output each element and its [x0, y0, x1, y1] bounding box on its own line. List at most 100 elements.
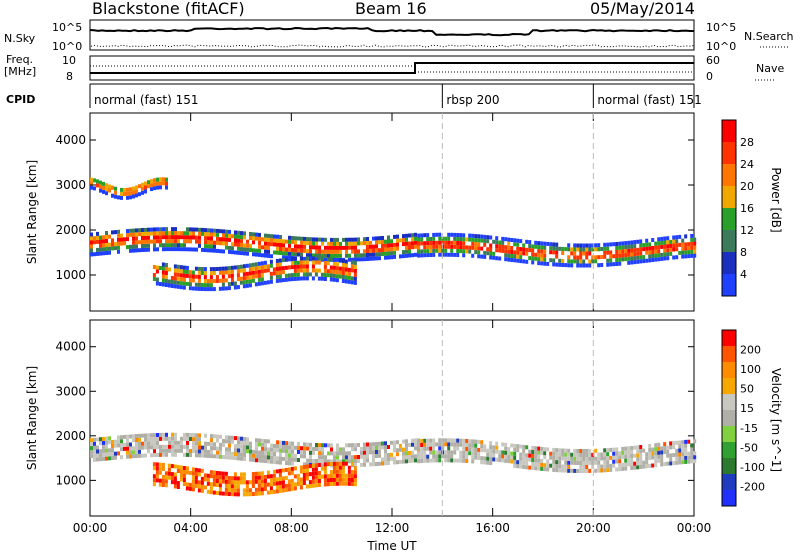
- heatmap-cell: [360, 450, 363, 455]
- heatmap-cell: [249, 236, 252, 240]
- freq-label-1: Freq.: [6, 53, 33, 66]
- heatmap-cell: [318, 245, 321, 250]
- heatmap-cell: [282, 255, 285, 260]
- heatmap-cell: [387, 461, 390, 465]
- heatmap-cell: [207, 232, 210, 237]
- heatmap-cell: [213, 232, 216, 237]
- heatmap-cell: [219, 249, 222, 254]
- heatmap-cell: [204, 228, 207, 233]
- heatmap-cell: [350, 478, 354, 482]
- heatmap-cell: [396, 440, 399, 445]
- heatmap-cell: [120, 191, 123, 196]
- heatmap-cell: [257, 269, 261, 274]
- heatmap-cell: [648, 455, 652, 460]
- heatmap-cell: [417, 237, 421, 242]
- heatmap-cell: [120, 237, 123, 242]
- heatmap-cell: [344, 263, 348, 268]
- heatmap-cell: [309, 450, 312, 455]
- heatmap-cell: [372, 450, 375, 455]
- heatmap-cell: [456, 442, 460, 447]
- heatmap-cell: [504, 237, 508, 242]
- heatmap-cell: [159, 181, 162, 186]
- heatmap-cell: [308, 464, 312, 469]
- heatmap-cell: [396, 452, 399, 457]
- heatmap-cell: [105, 231, 108, 235]
- heatmap-cell: [141, 244, 144, 248]
- heatmap-cell: [252, 449, 255, 454]
- heatmap-cell: [221, 475, 225, 480]
- heatmap-cell: [296, 272, 300, 277]
- heatmap-cell: [171, 243, 174, 248]
- heatmap-cell: [627, 462, 631, 467]
- heatmap-cell: [120, 443, 123, 448]
- heatmap-cell: [126, 434, 129, 439]
- heatmap-cell: [216, 438, 219, 443]
- heatmap-cell: [639, 457, 643, 461]
- heatmap-cell: [417, 443, 421, 448]
- heatmap-cell: [347, 473, 351, 478]
- heatmap-cell: [189, 227, 192, 232]
- heatmap-cell: [192, 445, 195, 450]
- heatmap-cell: [177, 247, 180, 252]
- heatmap-cell: [255, 438, 258, 443]
- heatmap-cell: [486, 460, 490, 465]
- heatmap-cell: [291, 453, 294, 458]
- heatmap-cell: [471, 443, 475, 448]
- heatmap-cell: [191, 471, 195, 476]
- heatmap-cell: [135, 248, 138, 253]
- heatmap-cell: [120, 233, 123, 238]
- heatmap-cell: [579, 263, 583, 268]
- heatmap-cell: [612, 459, 616, 464]
- heatmap-cell: [582, 243, 586, 248]
- heatmap-cell: [237, 250, 240, 255]
- heatmap-cell: [302, 469, 306, 473]
- heatmap-cell: [179, 285, 183, 290]
- heatmap-cell: [260, 273, 264, 278]
- heatmap-cell: [291, 449, 294, 454]
- heatmap-cell: [224, 278, 228, 283]
- colorbar-tick-label: 24: [740, 158, 754, 171]
- heatmap-cell: [504, 249, 508, 254]
- heatmap-cell: [645, 460, 649, 465]
- heatmap-cell: [267, 245, 270, 250]
- heatmap-cell: [183, 239, 186, 244]
- heatmap-cell: [144, 441, 147, 446]
- heatmap-cell: [333, 459, 336, 464]
- heatmap-cell: [347, 477, 351, 482]
- heatmap-cell: [267, 447, 270, 452]
- heatmap-cell: [573, 452, 577, 457]
- heatmap-cell: [375, 454, 378, 458]
- heatmap-cell: [105, 191, 108, 196]
- heatmap-cell: [329, 474, 333, 478]
- heatmap-cell: [339, 245, 342, 250]
- heatmap-cell: [390, 456, 393, 461]
- heatmap-cell: [339, 447, 342, 452]
- heatmap-cell: [173, 264, 177, 269]
- heatmap-cell: [147, 227, 150, 232]
- heatmap-cell: [345, 253, 348, 258]
- heatmap-cell: [231, 435, 234, 440]
- heatmap-cell: [173, 272, 177, 277]
- heatmap-cell: [174, 432, 177, 437]
- heatmap-cell: [654, 447, 658, 452]
- heatmap-cell: [447, 252, 451, 257]
- heatmap-cell: [218, 479, 222, 484]
- heatmap-cell: [489, 461, 493, 466]
- heatmap-cell: [99, 449, 102, 454]
- heatmap-cell: [353, 268, 357, 273]
- heatmap-cell: [126, 438, 129, 443]
- heatmap-cell: [200, 488, 204, 493]
- heatmap-cell: [216, 454, 219, 459]
- heatmap-cell: [591, 247, 595, 252]
- heatmap-cell: [426, 438, 430, 443]
- heatmap-cell: [615, 459, 619, 464]
- heatmap-cell: [93, 252, 96, 257]
- heatmap-cell: [153, 441, 156, 446]
- heatmap-cell: [254, 471, 258, 476]
- heatmap-cell: [266, 490, 270, 495]
- heatmap-cell: [269, 474, 273, 479]
- heatmap-cell: [687, 455, 691, 460]
- heatmap-cell: [540, 458, 544, 463]
- heatmap-cell: [165, 247, 168, 252]
- heatmap-cell: [135, 232, 138, 237]
